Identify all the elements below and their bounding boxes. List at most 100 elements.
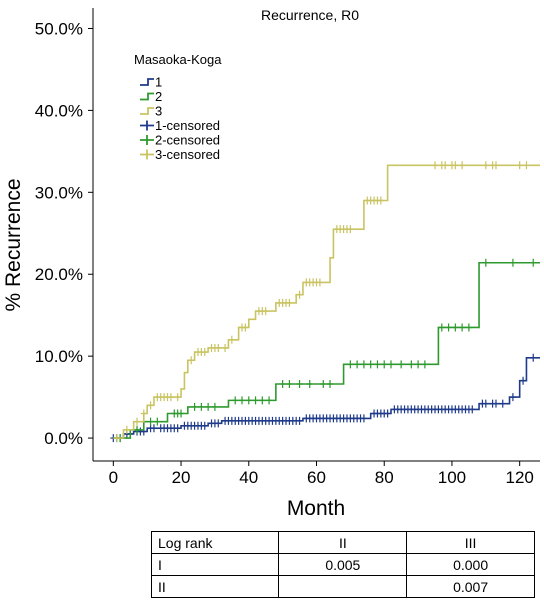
legend-label-2-censored: 2-censored [155,133,220,148]
legend-label-3: 3 [155,104,162,119]
series-2-censor-mark [147,417,154,426]
series-3-line [113,164,540,439]
series-2-censor-mark [232,396,239,405]
table-cell: II [150,575,280,598]
legend-label-3-censored: 3-censored [155,147,220,162]
series-3-censor-mark [201,348,208,357]
logrank-table: Log rank II III I 0.005 0.000 II 0.007 [150,531,535,598]
series-1-censor-mark [296,416,303,425]
series-2-censor-mark [465,323,472,332]
series-2-censor-mark [296,379,303,388]
series-2-censor-mark [415,360,422,369]
table-cell: 0.007 [406,575,535,598]
series-2-censor-mark [347,360,354,369]
series-2-censor-mark [134,425,141,434]
x-tick-label: 40 [239,468,258,487]
series-2-censor-mark [381,360,388,369]
series-3-censor-mark [377,196,384,205]
series-2-censor-mark [239,396,245,405]
series-1-censor-mark [469,405,476,414]
series-2-censor-mark [211,402,218,411]
y-tick-label: 30.0% [35,183,83,202]
series-2-censor-mark [286,379,293,388]
series-2-censor-mark [354,360,361,369]
y-tick-label: 0.0% [44,429,83,448]
series-1-censor-mark [482,399,489,408]
series-3-censor-mark [228,335,235,344]
series-3-censor-mark [347,225,354,234]
series-3-censor-mark [262,307,269,316]
series-3-censor-mark [167,393,174,402]
legend-label-2: 2 [155,89,162,104]
x-tick-label: 80 [375,468,394,487]
series-2-censor-mark [452,323,459,332]
survival-chart: Recurrence, R0 0 20 40 60 80 100 120 0.0% 10.0% 2… [2,7,540,520]
series-2-censor-mark [482,258,489,267]
series-3-censor-mark [242,323,249,332]
series-3-censor-mark [459,161,466,170]
chart-legend: Masaoka-Koga 1231-censored2-censored3-ce… [134,52,222,162]
legend-swatch-2 [140,92,154,101]
series-2-line [113,261,540,439]
series-2-censor-mark [154,417,161,426]
table-cell: 0.005 [278,553,408,576]
series-2-censor-mark [306,379,313,388]
y-tick-label: 20.0% [35,265,83,284]
series-3-censor-mark [140,409,147,418]
x-tick-label: 100 [438,468,466,487]
series-2-censor-mark [388,360,394,369]
series-3-censor-mark [147,401,154,410]
y-tick-label: 50.0% [35,19,83,38]
series-2-censor-mark [245,396,252,405]
series-2-censor-mark [205,402,212,411]
legend-title: Masaoka-Koga [134,52,222,67]
series-2-censor-mark [198,402,205,411]
legend-swatch-2-censored [140,135,154,145]
legend-swatch-3 [140,107,154,115]
chart-title: Recurrence, R0 [261,7,359,23]
series-3-censor-mark [113,434,120,443]
series-2-censor-mark [421,360,428,369]
series-1-censor-mark [201,421,208,430]
x-axis-title: Month [287,497,345,520]
series-2-censor-mark [398,360,405,369]
series-2-censor-mark [191,402,198,411]
x-tick-label: 20 [172,468,191,487]
series-2-censor-mark [178,409,185,418]
series-1-censor-mark [499,399,506,408]
series-1-censor-mark [150,424,157,433]
series-3-censor-mark [516,161,523,170]
series-1-censor-mark [384,409,391,418]
y-tick-label: 10.0% [35,347,83,366]
series-2-censor-mark [374,360,381,369]
series-3-censor-mark [492,161,499,170]
series-1-censor-mark [509,393,516,402]
series-3-censor-mark [482,161,489,170]
series-3-censor-mark [215,343,222,352]
series-3-censor-mark [286,298,293,307]
table-row: II 0.007 [150,575,535,598]
series-3-censor-mark [442,161,449,170]
legend-swatch-1-censored [140,120,154,131]
series-3-censor-mark [452,161,459,170]
series-3-censor-mark [123,425,130,434]
series-2-censor-mark [252,396,259,405]
table-cell: I [150,553,280,576]
chart-axes: 0 20 40 60 80 100 120 0.0% 10.0% 20.0% 30.0% 40.0% 5… [35,8,540,487]
legend-swatch-3-censored [140,149,154,160]
series-2-censor-mark [360,360,367,369]
series-3-censor-mark [432,161,439,170]
series-2-censor-mark [438,323,445,332]
series-2-censor-mark [459,323,466,332]
table-cell [278,575,408,598]
series-2-censor-mark [320,379,327,388]
y-tick-label: 40.0% [35,101,83,120]
series-2-censor-mark [367,360,374,369]
series-2-censor-mark [509,258,516,267]
series-3-censor-mark [174,393,181,402]
y-axis-title: % Recurrence [2,178,25,311]
series-2-censor-mark [530,258,537,267]
series-3-censor-mark [188,356,195,365]
series-3-censor-mark [222,343,229,352]
series-2-censor-mark [279,379,286,388]
